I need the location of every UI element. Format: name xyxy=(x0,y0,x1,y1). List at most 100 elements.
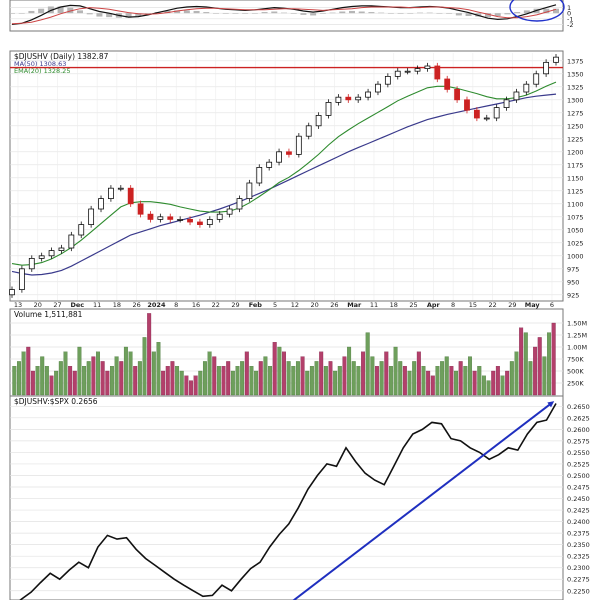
volume-bar xyxy=(277,346,282,396)
macd-histogram-bar xyxy=(125,13,132,18)
volume-tick-label: 750K xyxy=(567,356,584,364)
price-tick-label: 1075 xyxy=(567,213,584,221)
price-tick-label: 1350 xyxy=(567,70,584,78)
macd-histogram-bar xyxy=(261,12,268,14)
volume-tick-label: 250K xyxy=(567,380,584,388)
x-axis-label: 27 xyxy=(53,301,61,309)
macd-histogram-bar xyxy=(300,13,307,15)
macd-histogram-bar xyxy=(436,13,443,14)
x-axis-label: 15 xyxy=(469,301,477,309)
ratio-tick-label: 0.2450 xyxy=(567,495,590,503)
candle-body xyxy=(58,247,65,251)
volume-bar xyxy=(58,361,63,396)
volume-bar xyxy=(495,366,500,396)
macd-histogram-bar xyxy=(242,13,249,14)
x-axis-label: 12 xyxy=(291,301,299,309)
volume-bar xyxy=(226,361,231,396)
macd-tick-label: -2 xyxy=(567,21,573,29)
candle-body xyxy=(444,78,451,90)
macd-histogram-bar xyxy=(96,13,103,17)
volume-bar xyxy=(40,356,45,396)
volume-bar xyxy=(547,332,552,396)
volume-bar xyxy=(500,375,505,396)
volume-bar xyxy=(63,351,68,396)
macd-histogram-bar xyxy=(77,10,83,14)
macd-histogram-bar xyxy=(213,13,219,14)
candle-body xyxy=(206,218,213,225)
volume-bar xyxy=(142,337,147,396)
x-axis-label: 8 xyxy=(174,301,178,309)
x-axis-label: 2024 xyxy=(147,301,166,309)
ratio-legend: $DJUSHV:$SPX 0.2656 xyxy=(14,397,98,406)
volume-bar xyxy=(184,375,189,396)
volume-bar xyxy=(170,361,175,396)
macd-histogram-bar xyxy=(485,13,491,18)
volume-bar xyxy=(189,380,193,396)
volume-bar xyxy=(77,346,82,396)
volume-bar xyxy=(477,366,482,396)
ratio-tick-label: 0.2375 xyxy=(567,530,590,538)
volume-bar xyxy=(244,351,249,396)
macd-tick-label: 1 xyxy=(567,4,571,12)
x-axis-label: 18 xyxy=(390,301,398,309)
volume-bar xyxy=(230,370,235,396)
volume-bar xyxy=(309,366,314,396)
volume-bar xyxy=(91,356,96,396)
volume-bar xyxy=(486,380,491,396)
volume-bar xyxy=(86,361,91,396)
volume-bar xyxy=(537,337,542,396)
volume-bar xyxy=(21,351,26,396)
legend-ma50: MA(50) 1308.63 xyxy=(14,60,66,68)
volume-bar xyxy=(263,356,268,396)
ratio-tick-label: 0.2400 xyxy=(567,518,590,526)
legend-symbol: $DJUSHV (Daily) 1382.87 xyxy=(14,52,109,61)
ratio-arrow-icon xyxy=(547,401,555,408)
candle-body xyxy=(28,257,35,270)
macd-signal-line xyxy=(11,6,557,25)
x-axis-label: 16 xyxy=(192,301,200,309)
volume-bar xyxy=(114,356,119,396)
volume-bar xyxy=(161,370,166,396)
volume-bar xyxy=(49,375,54,396)
volume-bar xyxy=(44,366,49,396)
macd-histogram-bar xyxy=(67,7,74,14)
candle-body xyxy=(157,216,164,220)
candle-body xyxy=(226,208,233,215)
x-axis-label: 11 xyxy=(370,301,378,309)
x-axis-label: 29 xyxy=(508,301,516,309)
candle-body xyxy=(414,68,421,72)
price-tick-label: 925 xyxy=(567,291,579,299)
macd-histogram-bar xyxy=(446,13,453,14)
volume-bar xyxy=(272,342,277,396)
x-axis-label: 8 xyxy=(451,301,455,309)
candle-body xyxy=(473,109,480,119)
macd-histogram-bar xyxy=(407,13,414,14)
ratio-tick-label: 0.2650 xyxy=(567,403,590,411)
macd-histogram-bar xyxy=(174,10,181,14)
volume-bar xyxy=(514,351,519,396)
volume-bar xyxy=(342,356,347,396)
volume-tick-label: 1.25M xyxy=(567,332,587,340)
ratio-tick-label: 0.2550 xyxy=(567,449,590,457)
volume-bar xyxy=(109,366,114,396)
price-tick-label: 975 xyxy=(567,265,579,273)
volume-bar xyxy=(300,356,305,396)
x-axis-label: 18 xyxy=(113,301,121,309)
macd-histogram-bar xyxy=(553,8,559,14)
volume-bar xyxy=(249,366,254,396)
macd-histogram-bar xyxy=(523,10,530,14)
x-axis-label: Feb xyxy=(249,301,263,309)
volume-panel: 1.50M 1.25M 1.00M 750K 500K 250K Volume 1,511… xyxy=(9,308,587,397)
macd-histogram-bar xyxy=(251,13,258,14)
x-axis-label: May xyxy=(525,301,541,309)
volume-bar xyxy=(528,361,533,396)
volume-bar xyxy=(202,361,207,396)
volume-bar xyxy=(407,370,412,396)
candle-body xyxy=(48,250,55,257)
volume-bar xyxy=(128,351,133,396)
volume-bar xyxy=(361,351,366,396)
volume-bar xyxy=(175,366,180,396)
candle-body xyxy=(88,208,95,225)
ratio-tick-label: 0.2475 xyxy=(567,484,590,492)
volume-bar xyxy=(402,366,407,396)
